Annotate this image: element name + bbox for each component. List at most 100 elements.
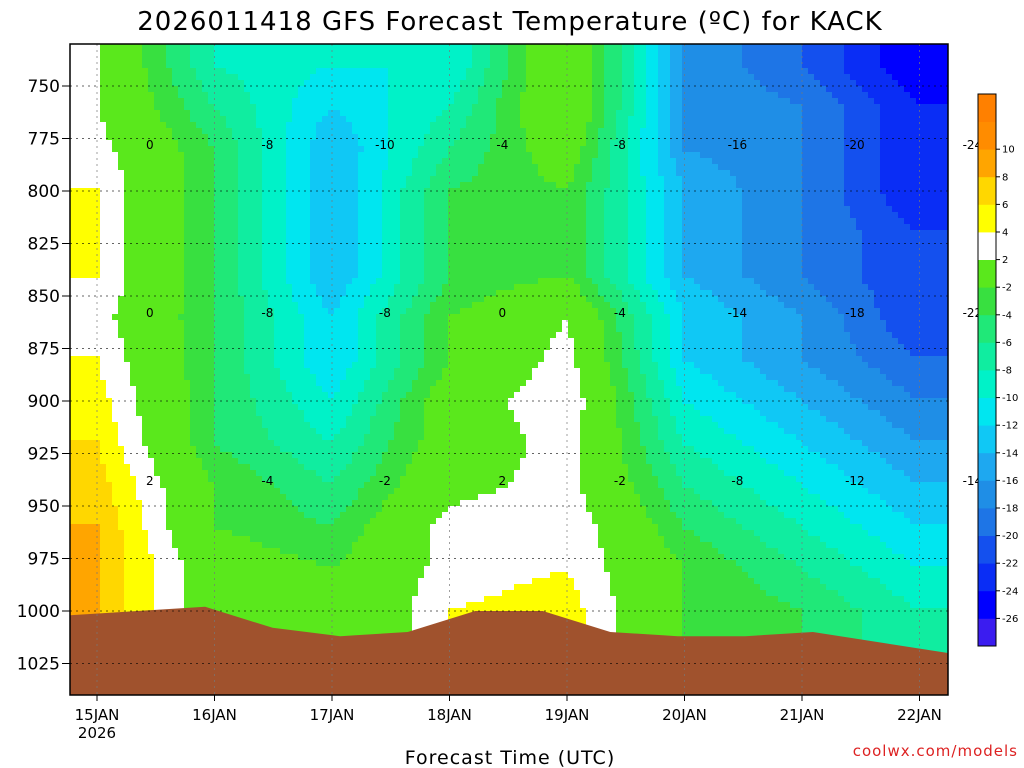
temperature-cell xyxy=(136,278,143,285)
temperature-cell xyxy=(208,128,215,135)
temperature-cell xyxy=(232,92,239,99)
temperature-cell xyxy=(250,374,257,381)
temperature-cell xyxy=(304,428,311,435)
temperature-cell xyxy=(106,416,113,423)
temperature-cell xyxy=(88,494,95,501)
temperature-cell xyxy=(262,266,269,273)
temperature-cell xyxy=(226,464,233,471)
temperature-cell xyxy=(208,164,215,171)
temperature-cell xyxy=(274,350,281,357)
temperature-cell xyxy=(274,128,281,135)
temperature-cell xyxy=(328,626,335,633)
temperature-cell xyxy=(334,596,341,603)
temperature-cell xyxy=(82,128,89,135)
temperature-cell xyxy=(118,584,125,591)
temperature-cell xyxy=(214,158,221,165)
temperature-cell xyxy=(226,56,233,63)
temperature-cell xyxy=(322,602,329,609)
temperature-cell xyxy=(238,380,245,387)
temperature-cell xyxy=(262,164,269,171)
temperature-cell xyxy=(232,608,239,615)
temperature-cell xyxy=(106,146,113,153)
temperature-cell xyxy=(298,536,305,543)
temperature-cell xyxy=(208,314,215,321)
temperature-cell xyxy=(178,338,185,345)
temperature-cell xyxy=(268,512,275,519)
temperature-cell xyxy=(136,182,143,189)
temperature-cell xyxy=(232,440,239,447)
temperature-cell xyxy=(316,122,323,129)
temperature-cell xyxy=(280,530,287,537)
temperature-cell xyxy=(100,542,107,549)
temperature-cell xyxy=(214,584,221,591)
temperature-cell xyxy=(304,104,311,111)
temperature-cell xyxy=(70,242,77,249)
temperature-cell xyxy=(298,44,305,51)
temperature-cell xyxy=(196,188,203,195)
temperature-cell xyxy=(130,212,137,219)
temperature-cell xyxy=(292,266,299,273)
temperature-cell xyxy=(88,518,95,525)
temperature-cell xyxy=(292,212,299,219)
temperature-cell xyxy=(172,452,179,459)
temperature-cell xyxy=(166,86,173,93)
temperature-cell xyxy=(160,422,167,429)
temperature-cell xyxy=(340,434,347,441)
temperature-cell xyxy=(70,338,77,345)
temperature-cell xyxy=(88,308,95,315)
temperature-cell xyxy=(238,494,245,501)
temperature-cell xyxy=(160,506,167,513)
temperature-cell xyxy=(220,104,227,111)
temperature-cell xyxy=(310,506,317,513)
temperature-cell xyxy=(88,542,95,549)
temperature-cell xyxy=(166,56,173,63)
temperature-cell xyxy=(232,494,239,501)
temperature-cell xyxy=(70,404,77,411)
temperature-cell xyxy=(124,194,131,201)
temperature-cell xyxy=(154,254,161,261)
temperature-cell xyxy=(136,602,143,609)
temperature-cell xyxy=(250,74,257,81)
temperature-cell xyxy=(76,80,83,87)
temperature-cell xyxy=(76,386,83,393)
temperature-cell xyxy=(160,218,167,225)
temperature-cell xyxy=(286,236,293,243)
temperature-cell xyxy=(328,218,335,225)
temperature-cell xyxy=(280,194,287,201)
temperature-cell xyxy=(256,368,263,375)
temperature-cell xyxy=(226,590,233,597)
temperature-cell xyxy=(166,338,173,345)
temperature-cell xyxy=(298,434,305,441)
temperature-cell xyxy=(250,140,257,147)
temperature-cell xyxy=(280,200,287,207)
temperature-cell xyxy=(100,62,107,69)
temperature-cell xyxy=(76,212,83,219)
temperature-cell xyxy=(256,512,263,519)
temperature-cell xyxy=(94,170,101,177)
temperature-cell xyxy=(136,518,143,525)
temperature-cell xyxy=(142,362,149,369)
temperature-cell xyxy=(310,482,317,489)
temperature-cell xyxy=(178,116,185,123)
temperature-cell xyxy=(268,296,275,303)
temperature-cell xyxy=(334,242,341,249)
temperature-cell xyxy=(124,482,131,489)
temperature-cell xyxy=(220,278,227,285)
temperature-cell xyxy=(238,80,245,87)
temperature-cell xyxy=(154,464,161,471)
temperature-cell xyxy=(112,512,119,519)
temperature-cell xyxy=(292,188,299,195)
temperature-cell xyxy=(250,512,257,519)
temperature-cell xyxy=(70,602,77,609)
temperature-cell xyxy=(106,602,113,609)
temperature-cell xyxy=(310,446,317,453)
temperature-cell xyxy=(292,572,299,579)
temperature-cell xyxy=(82,164,89,171)
temperature-cell xyxy=(250,80,257,87)
temperature-cell xyxy=(184,416,191,423)
temperature-cell xyxy=(136,62,143,69)
temperature-cell xyxy=(124,170,131,177)
temperature-cell xyxy=(340,482,347,489)
temperature-cell xyxy=(226,596,233,603)
temperature-cell xyxy=(214,272,221,279)
